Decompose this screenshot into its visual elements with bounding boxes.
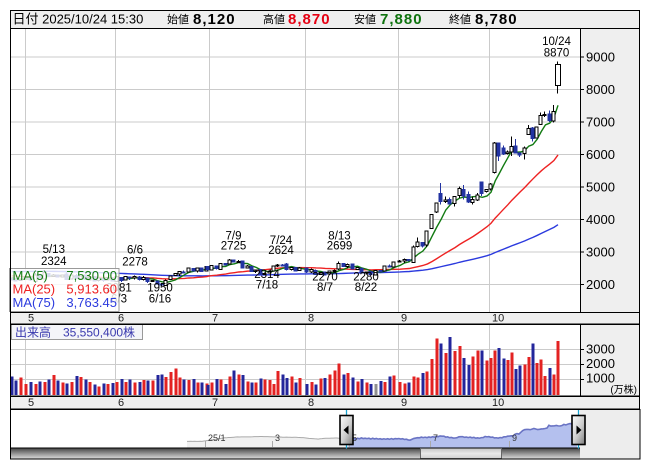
- svg-text:日付 2025/10/24 15:30: 日付 2025/10/24 15:30: [13, 12, 144, 27]
- svg-text:10: 10: [492, 313, 504, 325]
- svg-text:1950: 1950: [147, 283, 173, 295]
- svg-text:4000: 4000: [586, 212, 615, 227]
- svg-text:6000: 6000: [586, 147, 615, 162]
- svg-text:10: 10: [492, 397, 504, 409]
- svg-text:7,880: 7,880: [380, 11, 423, 28]
- svg-text:2280: 2280: [353, 272, 379, 284]
- svg-text:8000: 8000: [586, 82, 615, 97]
- svg-text:MA(25): MA(25): [13, 282, 56, 297]
- svg-text:5000: 5000: [586, 180, 615, 195]
- svg-text:3,763.45: 3,763.45: [66, 295, 117, 310]
- svg-text:MA(5): MA(5): [13, 268, 48, 283]
- svg-text:6/6: 6/6: [127, 245, 143, 257]
- svg-text:2270: 2270: [312, 272, 338, 284]
- svg-text:2000: 2000: [586, 356, 615, 371]
- svg-text:1000: 1000: [586, 371, 615, 386]
- svg-text:2725: 2725: [221, 241, 247, 253]
- svg-text:8/22: 8/22: [355, 282, 377, 294]
- svg-text:7/9: 7/9: [226, 231, 242, 243]
- svg-text:8: 8: [308, 313, 314, 325]
- svg-text:7000: 7000: [586, 115, 615, 130]
- svg-text:9: 9: [401, 313, 407, 325]
- svg-text:5,913.60: 5,913.60: [66, 282, 117, 297]
- svg-text:8,780: 8,780: [475, 11, 518, 28]
- svg-text:7: 7: [212, 313, 218, 325]
- svg-text:8,870: 8,870: [288, 11, 331, 28]
- svg-text:始値: 始値: [167, 12, 189, 26]
- svg-text:5: 5: [28, 313, 34, 325]
- svg-text:2324: 2324: [41, 256, 67, 268]
- svg-text:8/13: 8/13: [328, 231, 350, 243]
- svg-text:6: 6: [118, 313, 124, 325]
- svg-text:5: 5: [352, 433, 357, 443]
- svg-text:2000: 2000: [586, 277, 615, 292]
- svg-text:8/7: 8/7: [317, 282, 333, 294]
- svg-text:出来高 35,550,400株: 出来高 35,550,400株: [15, 325, 135, 340]
- svg-text:7/24: 7/24: [270, 235, 293, 247]
- svg-text:MA(75): MA(75): [13, 295, 56, 310]
- svg-text:8,120: 8,120: [193, 11, 236, 28]
- svg-text:7,530.00: 7,530.00: [66, 268, 117, 283]
- svg-text:安値: 安値: [354, 12, 376, 26]
- svg-text:7: 7: [212, 397, 218, 409]
- svg-text:6/16: 6/16: [149, 294, 171, 306]
- svg-text:6: 6: [118, 397, 124, 409]
- svg-text:(万株): (万株): [610, 383, 637, 396]
- svg-text:2314: 2314: [254, 269, 280, 281]
- svg-text:3: 3: [275, 433, 280, 443]
- svg-text:7/18: 7/18: [256, 280, 278, 292]
- svg-text:8870: 8870: [544, 48, 570, 60]
- svg-text:7: 7: [433, 433, 438, 443]
- svg-text:3000: 3000: [586, 342, 615, 357]
- svg-text:2278: 2278: [122, 257, 148, 269]
- svg-text:9: 9: [401, 397, 407, 409]
- svg-text:5: 5: [28, 397, 34, 409]
- svg-text:9000: 9000: [586, 50, 615, 65]
- svg-text:10/24: 10/24: [542, 36, 571, 48]
- svg-text:8: 8: [308, 397, 314, 409]
- svg-text:3000: 3000: [586, 244, 615, 259]
- svg-text:25/1: 25/1: [208, 433, 226, 443]
- svg-text:終値: 終値: [449, 12, 471, 26]
- svg-text:高値: 高値: [263, 12, 285, 26]
- svg-text:9: 9: [512, 433, 517, 443]
- svg-text:2699: 2699: [327, 241, 353, 253]
- svg-text:5/13: 5/13: [43, 244, 65, 256]
- svg-text:2624: 2624: [268, 245, 294, 257]
